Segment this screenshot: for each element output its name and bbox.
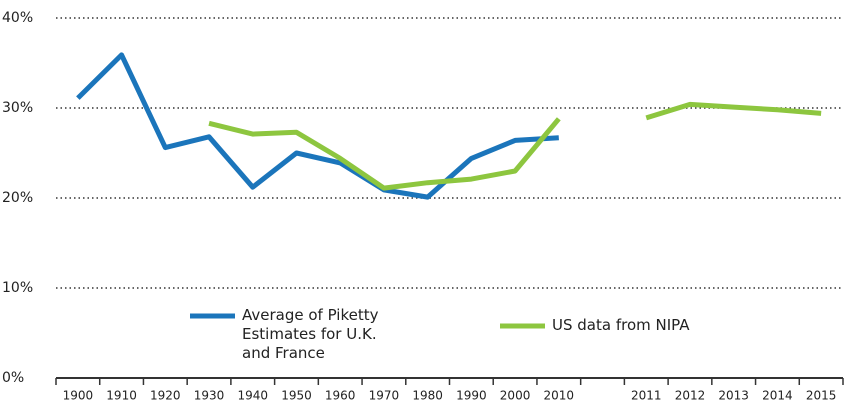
x-tick-label: 1960	[325, 389, 356, 403]
y-tick-label: 30%	[2, 100, 33, 116]
series-line	[76, 52, 559, 200]
x-tick-label: 1980	[412, 389, 443, 403]
y-tick-label: 20%	[2, 190, 33, 206]
y-tick-label: 0%	[2, 370, 24, 386]
x-tick-label: 2015	[806, 389, 837, 403]
y-tick-label: 10%	[2, 280, 33, 296]
x-tick-label: 1970	[369, 389, 400, 403]
x-tick-label: 1940	[237, 389, 268, 403]
x-tick-label: 1990	[456, 389, 487, 403]
x-tick-label: 1910	[106, 389, 137, 403]
legend-label: Average of Piketty Estimates for U.K. an…	[242, 306, 379, 362]
x-tick-label: 2014	[762, 389, 793, 403]
x-tick-label: 2010	[544, 389, 575, 403]
x-tick-label: 2013	[718, 389, 749, 403]
x-tick-label: 2000	[500, 389, 531, 403]
series-line	[208, 101, 822, 191]
y-tick-label: 40%	[2, 10, 33, 26]
x-tick-label: 1920	[150, 389, 181, 403]
x-tick-label: 2012	[675, 389, 706, 403]
x-tick-label: 2011	[631, 389, 662, 403]
x-tick-label: 1950	[281, 389, 312, 403]
x-tick-label: 1900	[63, 389, 94, 403]
legend-label: US data from NIPA	[552, 316, 690, 334]
x-tick-label: 1930	[194, 389, 225, 403]
